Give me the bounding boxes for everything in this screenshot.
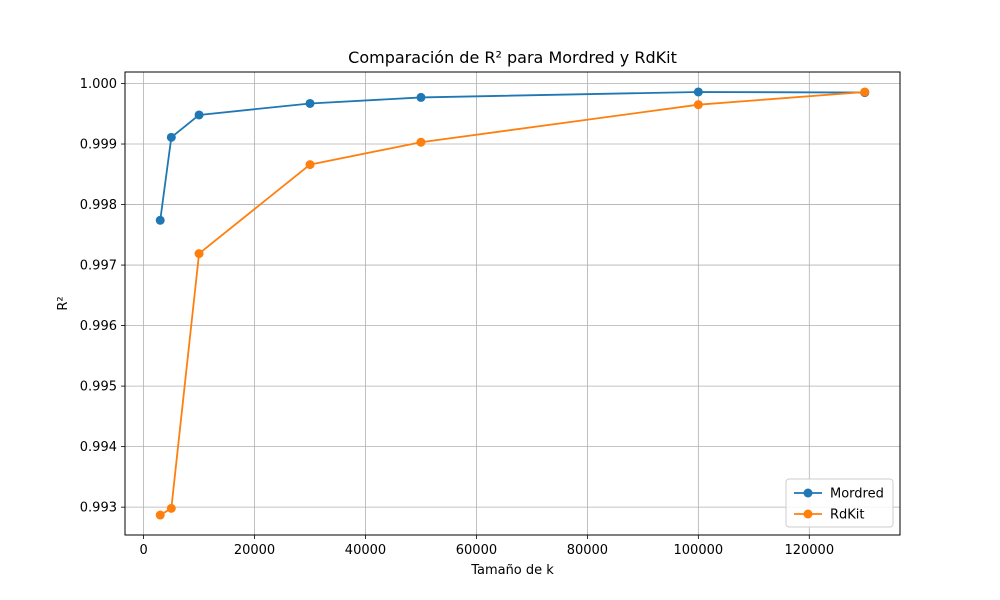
data-point-mordred <box>155 215 165 225</box>
data-point-rdkit <box>166 503 176 513</box>
data-point-rdkit <box>155 510 165 520</box>
plot-frame <box>124 71 901 536</box>
x-tick-label: 100000 <box>674 543 724 558</box>
legend-box <box>785 478 894 528</box>
y-tick-label: 0.993 <box>80 501 117 516</box>
x-tick-label: 0 <box>139 543 147 558</box>
data-point-rdkit <box>693 100 703 110</box>
grid-layer <box>125 72 900 535</box>
x-tick-label: 60000 <box>456 543 497 558</box>
x-tick-label: 120000 <box>784 543 834 558</box>
y-tick-label: 0.995 <box>80 380 117 395</box>
data-point-rdkit <box>305 160 315 170</box>
data-point-mordred <box>166 132 176 142</box>
data-point-rdkit <box>194 249 204 259</box>
y-axis-label: R² <box>56 296 71 310</box>
y-tick-label: 1.000 <box>80 77 117 92</box>
legend-marker <box>803 509 813 519</box>
data-point-mordred <box>305 98 315 108</box>
y-tick-label: 0.997 <box>80 259 117 274</box>
legend: Mordred RdKit <box>785 478 894 528</box>
data-point-mordred <box>693 87 703 97</box>
data-point-mordred <box>416 92 426 102</box>
x-tick-label: 80000 <box>567 543 608 558</box>
y-tick-label: 0.998 <box>80 198 117 213</box>
tick-layer: 0 20000 40000 60000 80000 100000 120000 0.993 0.… <box>80 77 834 558</box>
legend-label: RdKit <box>830 508 865 523</box>
legend-marker <box>803 488 813 498</box>
chart-title: Comparación de R² para Mordred y RdKit <box>348 48 677 67</box>
x-tick-label: 20000 <box>234 543 275 558</box>
y-tick-label: 0.999 <box>80 138 117 153</box>
y-tick-label: 0.996 <box>80 319 117 334</box>
data-point-mordred <box>194 110 204 120</box>
y-tick-label: 0.994 <box>80 440 117 455</box>
data-point-rdkit <box>416 137 426 147</box>
series-layer <box>155 87 870 520</box>
legend-label: Mordred <box>830 487 884 502</box>
x-axis-label: Tamaño de k <box>470 563 554 578</box>
x-tick-label: 40000 <box>345 543 386 558</box>
data-point-rdkit <box>860 87 870 97</box>
